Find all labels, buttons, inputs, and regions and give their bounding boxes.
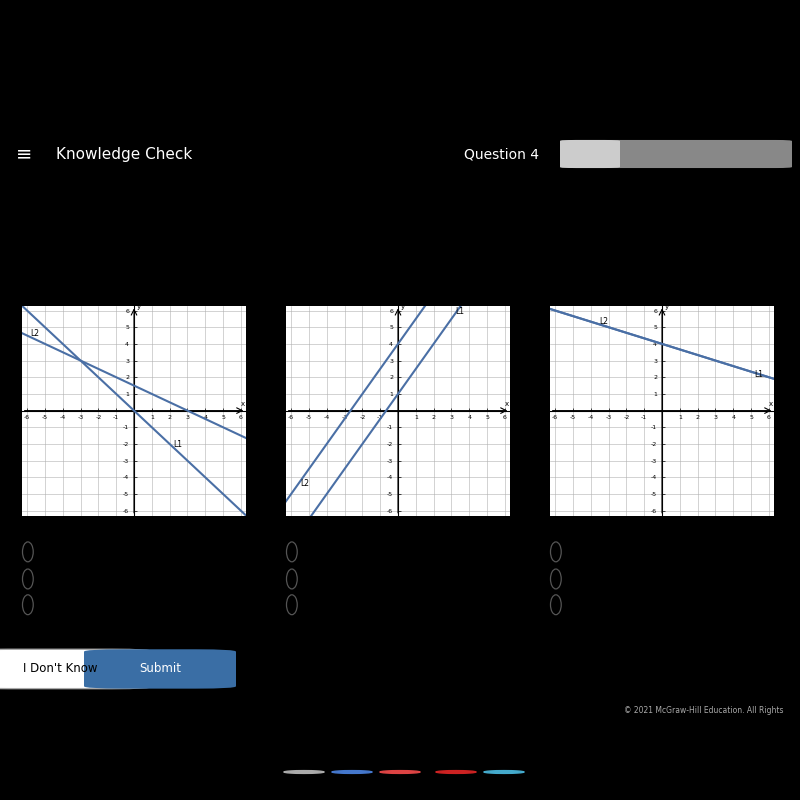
Text: consistent dependent: consistent dependent (304, 574, 418, 584)
Text: Question 4: Question 4 (464, 147, 539, 161)
FancyBboxPatch shape (560, 140, 620, 168)
Text: consistent independent: consistent independent (40, 547, 163, 557)
Text: L1: L1 (754, 370, 764, 379)
Text: Line 1: $y=-\dfrac{1}{3}x+4$: Line 1: $y=-\dfrac{1}{3}x+4$ (552, 235, 670, 261)
Text: y: y (402, 304, 406, 310)
Text: Line 2: $y=\dfrac{3}{2}x+4$: Line 2: $y=\dfrac{3}{2}x+4$ (288, 283, 392, 309)
Circle shape (332, 770, 372, 774)
Text: System B: System B (365, 204, 431, 217)
Text: Submit: Submit (139, 662, 181, 674)
Text: inconsistent: inconsistent (568, 600, 632, 610)
Text: System A: System A (101, 204, 167, 217)
Text: This system of equations is:: This system of equations is: (550, 525, 705, 534)
Text: x: x (241, 401, 245, 406)
Text: inconsistent: inconsistent (304, 600, 368, 610)
Text: ≡: ≡ (16, 145, 32, 163)
Text: System C: System C (630, 204, 694, 217)
Circle shape (380, 770, 420, 774)
Text: L2: L2 (30, 329, 40, 338)
FancyBboxPatch shape (84, 650, 236, 689)
Text: Line 1: $y=\dfrac{3}{2}x+1$: Line 1: $y=\dfrac{3}{2}x+1$ (288, 235, 392, 261)
Text: This system of equations is:: This system of equations is: (22, 525, 177, 534)
Text: Line 2: $y=-x$: Line 2: $y=-x$ (24, 283, 113, 300)
Text: consistent dependent: consistent dependent (40, 574, 154, 584)
Text: consistent independent: consistent independent (304, 547, 427, 557)
Circle shape (436, 770, 476, 774)
Text: y: y (138, 304, 142, 310)
Text: I Don't Know: I Don't Know (22, 662, 98, 674)
Text: inconsistent: inconsistent (40, 600, 104, 610)
Text: y: y (666, 304, 670, 310)
Text: consistent dependent: consistent dependent (568, 574, 682, 584)
Circle shape (484, 770, 524, 774)
Text: © 2021 McGraw-Hill Education. All Rights: © 2021 McGraw-Hill Education. All Rights (625, 706, 784, 714)
FancyBboxPatch shape (0, 650, 152, 689)
Text: x: x (769, 401, 773, 406)
Text: Knowledge Check: Knowledge Check (56, 146, 192, 162)
Text: L1: L1 (173, 440, 182, 450)
Text: x: x (505, 401, 509, 406)
Circle shape (284, 770, 324, 774)
Text: L2: L2 (600, 317, 609, 326)
Text: L2: L2 (300, 478, 309, 488)
Text: Line 2: $x+3y=12$: Line 2: $x+3y=12$ (552, 283, 662, 300)
Text: consistent independent: consistent independent (568, 547, 691, 557)
FancyBboxPatch shape (560, 140, 792, 168)
Text: This system of equations is:: This system of equations is: (286, 525, 441, 534)
Text: Line 1: $y=-\dfrac{1}{2}x+\dfrac{3}{2}$: Line 1: $y=-\dfrac{1}{2}x+\dfrac{3}{2}$ (24, 235, 143, 261)
Text: L1: L1 (455, 307, 464, 316)
